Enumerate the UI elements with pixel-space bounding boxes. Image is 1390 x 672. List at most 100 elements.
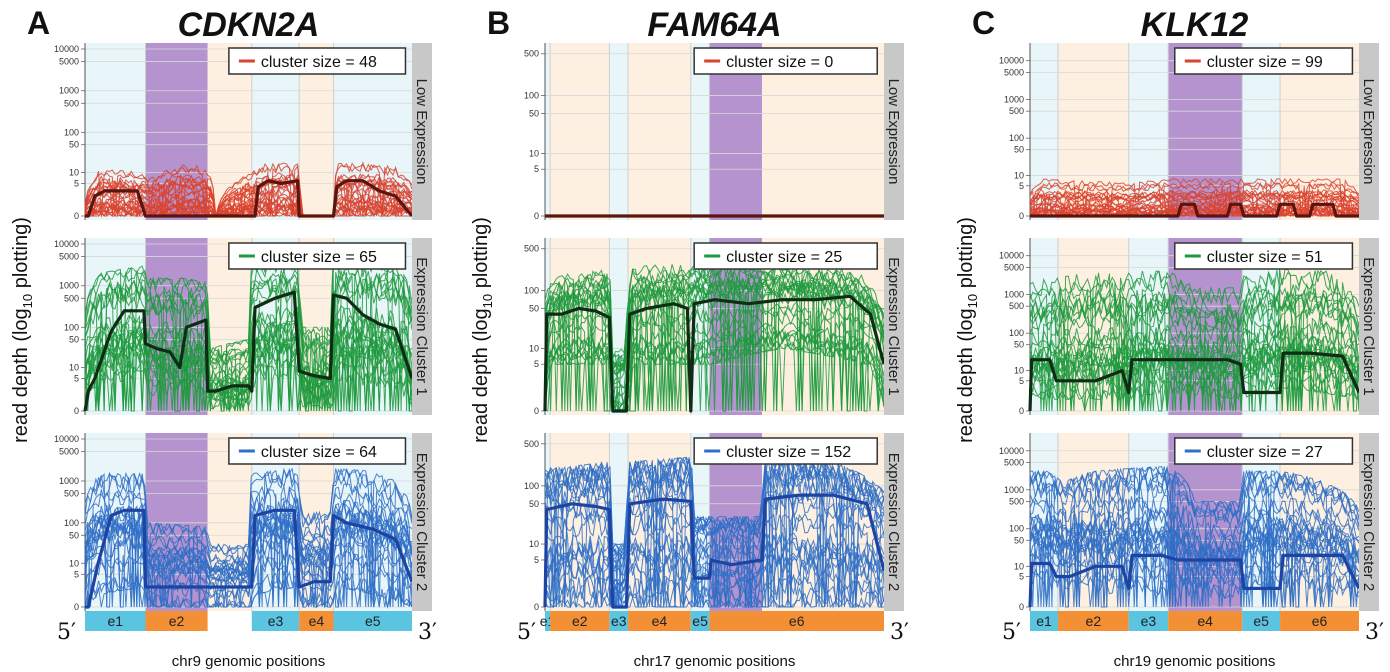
y-tick-label: 5000 bbox=[1004, 458, 1024, 468]
y-tick-label: 10000 bbox=[999, 251, 1024, 261]
y-tick-label: 0 bbox=[74, 406, 79, 416]
y-tick-label: 5000 bbox=[1004, 262, 1024, 272]
three-prime-label: 3′ bbox=[890, 620, 909, 645]
exon-label: e2 bbox=[169, 613, 185, 629]
y-tick-label: 500 bbox=[64, 293, 79, 303]
legend-label: cluster size = 152 bbox=[726, 444, 851, 461]
sample-trace bbox=[84, 178, 413, 217]
sample-trace bbox=[84, 537, 413, 608]
sample-trace bbox=[544, 540, 885, 608]
mean-trace bbox=[1028, 553, 1361, 608]
sample-trace bbox=[84, 334, 413, 412]
y-tick-label: 50 bbox=[529, 303, 539, 313]
sample-trace bbox=[544, 533, 885, 608]
y-tick-label: 50 bbox=[1014, 535, 1024, 545]
facet-row: 0 510 50 100 500 1000 5000 10000 cluster size = … bbox=[54, 238, 432, 416]
facet-row: 0 510 50 100 500 1000 5000 10000 cluster size = … bbox=[54, 43, 432, 221]
y-axis-label: read depth (log10 plotting) bbox=[10, 217, 35, 443]
mean-trace bbox=[85, 508, 414, 609]
y-tick-label: 500 bbox=[524, 439, 539, 449]
sample-trace bbox=[84, 341, 413, 412]
x-axis-label: chr9 genomic positions bbox=[172, 653, 325, 670]
exon-block bbox=[1242, 611, 1281, 631]
exon-label: e1 bbox=[1036, 613, 1052, 629]
facet-row: 0 510 50 100 500 1000 5000 10000 cluster size = … bbox=[54, 433, 432, 612]
exon-label: e2 bbox=[1086, 613, 1102, 629]
exon-block bbox=[333, 611, 412, 631]
sample-trace bbox=[544, 278, 885, 412]
sample-trace bbox=[1029, 334, 1360, 412]
legend-label: cluster size = 48 bbox=[261, 54, 377, 71]
y-tick-label: 100 bbox=[524, 481, 539, 491]
sample-trace bbox=[1029, 511, 1360, 608]
y-tick-label: 10 bbox=[529, 539, 539, 549]
legend-label: cluster size = 0 bbox=[726, 54, 833, 71]
sample-trace bbox=[1029, 192, 1360, 217]
sample-trace bbox=[84, 259, 413, 412]
exon-background bbox=[545, 43, 551, 220]
facet-row: 0 5 10 50 100 500 cluster size = 0 Low Expressi… bbox=[524, 43, 904, 221]
facet-strip bbox=[1359, 433, 1379, 611]
gene-title: KLK12 bbox=[1141, 6, 1249, 44]
sample-trace bbox=[1029, 204, 1360, 218]
facet-strip-label: Expression Cluster 2 bbox=[413, 453, 430, 591]
sample-trace bbox=[1029, 306, 1360, 412]
exon-block bbox=[145, 611, 208, 631]
legend-box bbox=[228, 47, 407, 75]
exon-label: e5 bbox=[692, 613, 708, 629]
exon-block bbox=[609, 611, 629, 631]
sample-trace bbox=[84, 311, 413, 412]
y-tick-label: 100 bbox=[1009, 133, 1024, 143]
y-tick-label: 10 bbox=[1014, 366, 1024, 376]
y-tick-label: 5 bbox=[74, 374, 79, 384]
y-tick-label: 0 bbox=[74, 602, 79, 612]
y-tick-label: 5000 bbox=[59, 252, 79, 262]
y-axis-label-main: read depth (log bbox=[955, 308, 977, 443]
y-tick-label: 100 bbox=[524, 91, 539, 101]
exon-label: e1 bbox=[107, 613, 123, 629]
five-prime-label: 5′ bbox=[1002, 620, 1021, 645]
exon-bar: e1 e2 e3 e4 e5 e6 bbox=[1030, 611, 1359, 631]
exon-label: e4 bbox=[652, 613, 668, 629]
facet-strip-label: Low Expression bbox=[1360, 79, 1377, 185]
sample-trace bbox=[84, 196, 413, 217]
sample-trace bbox=[1029, 527, 1360, 608]
sample-trace bbox=[84, 511, 413, 608]
facet-strip bbox=[884, 43, 904, 220]
y-axis-label-main: read depth (log bbox=[470, 308, 492, 443]
y-tick-label: 0 bbox=[1019, 602, 1024, 612]
facet-strip bbox=[884, 238, 904, 415]
sample-trace bbox=[84, 467, 413, 608]
x-axis-label: chr17 genomic positions bbox=[634, 653, 796, 670]
three-prime-label: 3′ bbox=[1365, 620, 1384, 645]
y-tick-label: 1000 bbox=[1004, 290, 1024, 300]
y-axis-label-tail: plotting) bbox=[955, 217, 977, 294]
sample-trace bbox=[544, 284, 885, 412]
exon-label: e4 bbox=[309, 613, 325, 629]
exon-label: e6 bbox=[789, 613, 805, 629]
y-tick-label: 50 bbox=[529, 499, 539, 509]
exon-label: e2 bbox=[572, 613, 588, 629]
y-tick-label: 0 bbox=[1019, 406, 1024, 416]
y-tick-label: 100 bbox=[64, 518, 79, 528]
facet-row: 0 5 10 50 100 500 cluster size = 25 Expression … bbox=[524, 238, 904, 416]
sample-trace bbox=[544, 509, 885, 608]
sample-trace bbox=[84, 324, 413, 412]
y-axis-label-subscript: 10 bbox=[965, 294, 980, 308]
y-tick-label: 1000 bbox=[59, 476, 79, 486]
panel-letter: A bbox=[27, 5, 50, 41]
sample-trace bbox=[1029, 269, 1360, 412]
y-tick-label: 10000 bbox=[54, 434, 79, 444]
exon-background bbox=[145, 43, 208, 220]
y-tick-label: 50 bbox=[529, 108, 539, 118]
exon-label: e3 bbox=[268, 613, 284, 629]
sample-trace bbox=[84, 204, 413, 217]
exon-block bbox=[1280, 611, 1359, 631]
y-tick-label: 0 bbox=[534, 406, 539, 416]
y-tick-label: 1000 bbox=[1004, 95, 1024, 105]
sample-trace bbox=[544, 327, 885, 413]
sample-trace bbox=[1029, 187, 1360, 217]
legend-label: cluster size = 64 bbox=[261, 444, 377, 461]
